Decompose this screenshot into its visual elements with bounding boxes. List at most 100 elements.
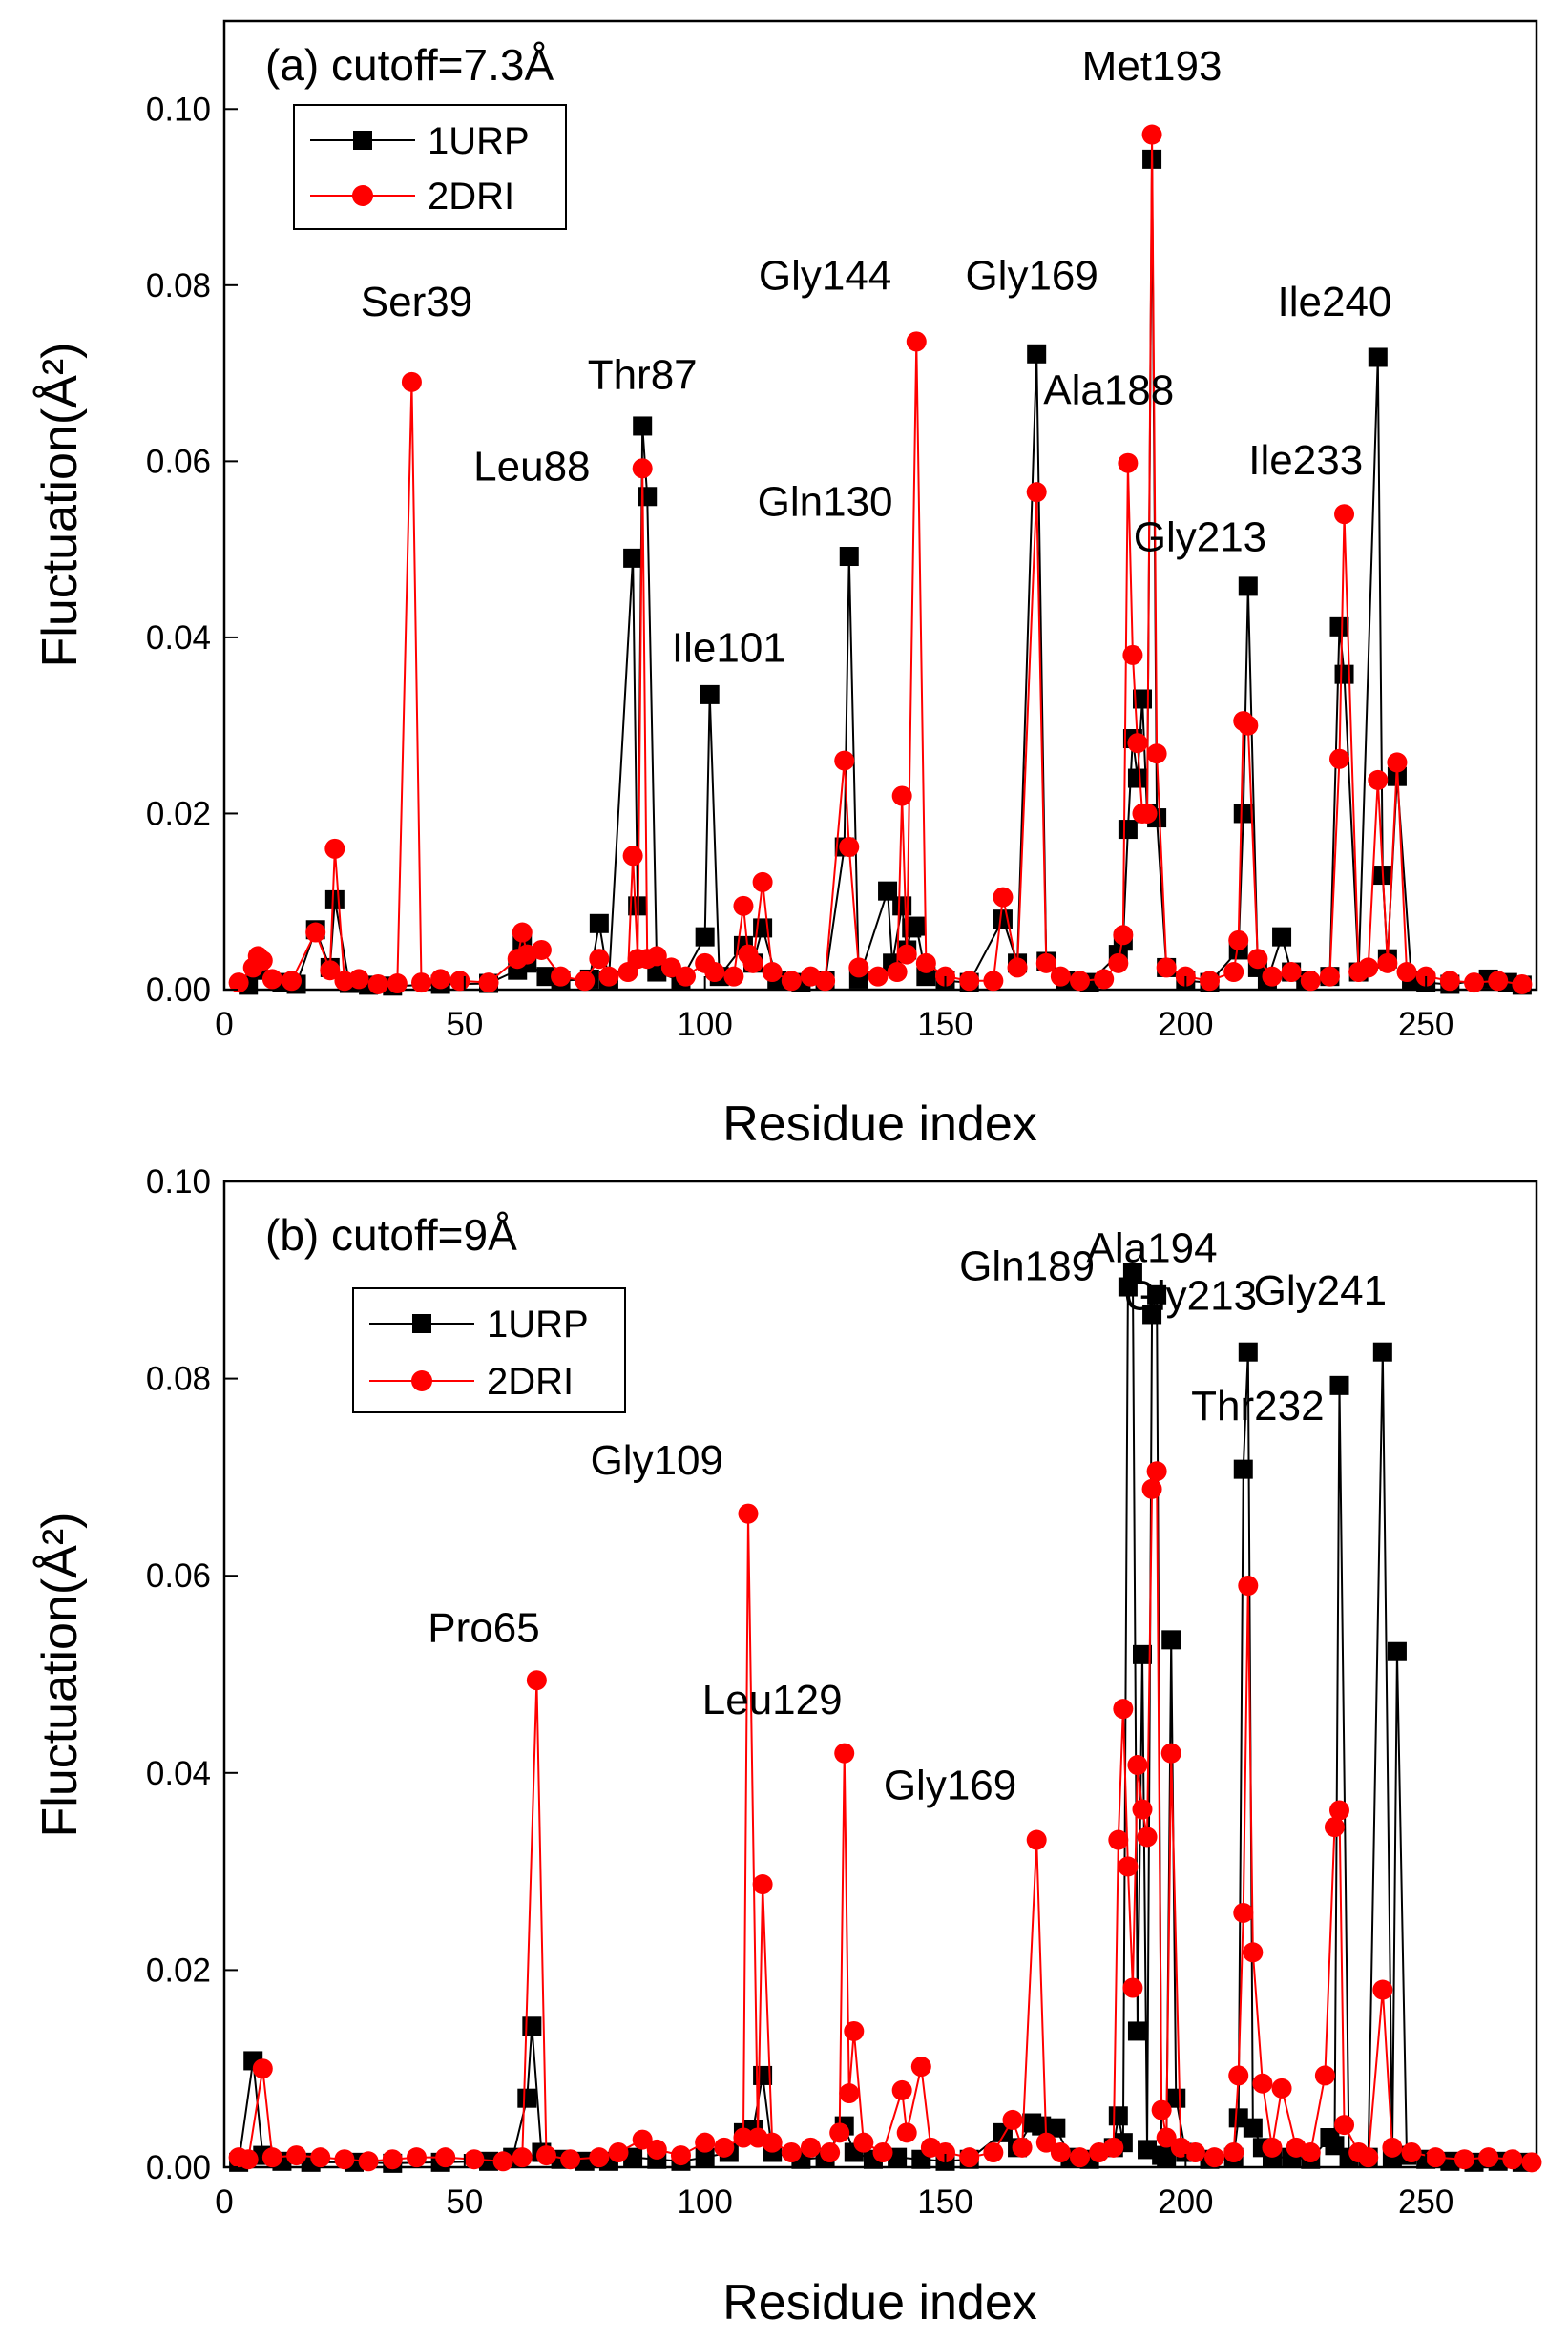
panel-a-x-tick-label: 150 bbox=[917, 1006, 972, 1043]
panel-b-point-1urp bbox=[1142, 1305, 1162, 1325]
panel-b-point-1urp bbox=[1127, 2021, 1147, 2041]
panel-a-point-1urp bbox=[1027, 344, 1047, 364]
panel-b-point-2dri bbox=[829, 2122, 850, 2143]
panel-a-point-2dri bbox=[589, 949, 610, 970]
panel-a-point-1urp bbox=[589, 913, 609, 933]
panel-b-y-axis-title: Fluctuation(Å²) bbox=[32, 1513, 88, 1838]
panel-a-point-1urp bbox=[839, 547, 859, 567]
panel-a-point-2dri bbox=[848, 957, 869, 978]
panel-a-legend-marker-2dri bbox=[352, 185, 373, 206]
panel-b-point-2dri bbox=[334, 2149, 355, 2170]
panel-b-point-2dri bbox=[872, 2142, 893, 2163]
panel-a-point-2dri bbox=[1334, 504, 1355, 525]
panel-a-point-1urp bbox=[1368, 347, 1388, 367]
panel-a-y-tick-label: 0.00 bbox=[146, 971, 211, 1009]
panel-b-point-2dri bbox=[1184, 2142, 1205, 2163]
panel-a-x-axis-title: Residue index bbox=[722, 1096, 1037, 1152]
panel-b-point-2dri bbox=[714, 2137, 735, 2158]
panel-a-point-2dri bbox=[676, 966, 697, 987]
panel-a-point-2dri bbox=[252, 950, 273, 971]
panel-a-point-2dri bbox=[1146, 743, 1167, 764]
panel-b-point-2dri bbox=[1223, 2142, 1244, 2163]
panel-a-point-2dri bbox=[324, 838, 345, 859]
panel-a-annotation-label: Gly144 bbox=[759, 252, 891, 299]
panel-b-point-2dri bbox=[1132, 1799, 1153, 1820]
panel-b-point-2dri bbox=[1108, 1829, 1129, 1850]
panel-a-point-2dri bbox=[868, 966, 889, 987]
panel-a-point-2dri bbox=[891, 785, 912, 806]
panel-a-point-2dri bbox=[1281, 962, 1302, 983]
panel-a-y-tick-label: 0.04 bbox=[146, 619, 211, 657]
panel-a-point-2dri bbox=[1007, 957, 1028, 978]
panel-a-point-2dri bbox=[1300, 971, 1321, 992]
panel-a-point-2dri bbox=[367, 973, 388, 994]
panel-a-point-1urp bbox=[536, 967, 556, 987]
panel-b-point-1urp bbox=[1372, 1342, 1392, 1362]
panel-b-point-2dri bbox=[983, 2142, 1004, 2163]
panel-a-title: (a) cutoff=7.3Å bbox=[265, 40, 554, 90]
panel-a-point-2dri bbox=[1262, 966, 1283, 987]
panel-b-point-2dri bbox=[1002, 2109, 1023, 2130]
panel-a-point-2dri bbox=[449, 971, 470, 992]
panel-b-point-2dri bbox=[959, 2147, 980, 2168]
panel-a-point-2dri bbox=[646, 946, 667, 967]
panel-a-x-tick-label: 200 bbox=[1158, 1006, 1213, 1043]
panel-b-point-1urp bbox=[1108, 2106, 1128, 2126]
panel-a-annotations-layer: Met193 Ser39 Gly144 Gly169 Ile240 Thr87 Ala188… bbox=[361, 43, 1392, 672]
panel-a-point-2dri bbox=[1328, 748, 1349, 769]
panel-b-point-2dri bbox=[1521, 2152, 1542, 2173]
panel-a-point-2dri bbox=[752, 871, 773, 892]
panel-b-point-2dri bbox=[853, 2132, 874, 2153]
panel-a-point-2dri bbox=[1050, 966, 1071, 987]
panel-b-point-2dri bbox=[733, 2127, 754, 2148]
panel-b-point-2dri bbox=[526, 1670, 547, 1691]
panel-a-point-2dri bbox=[1368, 769, 1389, 790]
panel-b: 0 50 100 150 200 2500.000.020.040.060.080.10 … bbox=[32, 1163, 1542, 2330]
panel-b-point-2dri bbox=[695, 2132, 716, 2153]
panel-a-point-2dri bbox=[305, 922, 326, 943]
panel-a-annotation-label: Ala188 bbox=[1043, 366, 1174, 413]
panel-a-point-2dri bbox=[531, 939, 552, 960]
panel-a-point-2dri bbox=[906, 331, 927, 352]
panel-a-point-1urp bbox=[1334, 664, 1354, 684]
panel-b-point-1urp bbox=[1228, 2108, 1248, 2128]
panel-a-point-2dri bbox=[915, 952, 936, 973]
panel-b-y-tick-label: 0.00 bbox=[146, 2149, 211, 2186]
panel-a-point-2dri bbox=[1137, 803, 1158, 824]
panel-a-point-2dri bbox=[1223, 962, 1244, 983]
panel-b-point-2dri bbox=[1146, 1461, 1167, 1482]
panel-b-x-tick-label: 250 bbox=[1398, 2183, 1453, 2221]
panel-b-point-2dri bbox=[464, 2149, 485, 2170]
panel-a-point-2dri bbox=[815, 971, 836, 992]
panel-a-y-tick-label: 0.06 bbox=[146, 443, 211, 480]
panel-a-legend-label-1urp: 1URP bbox=[428, 120, 530, 162]
panel-b-point-2dri bbox=[1300, 2142, 1321, 2163]
panel-a-point-2dri bbox=[430, 969, 451, 990]
panel-b-point-2dri bbox=[1401, 2142, 1422, 2163]
panel-a-x-tick-label: 100 bbox=[677, 1006, 732, 1043]
panel-b-point-2dri bbox=[1382, 2137, 1403, 2158]
panel-b-point-2dri bbox=[435, 2147, 456, 2168]
panel-b-point-2dri bbox=[839, 2083, 860, 2104]
panel-a-point-2dri bbox=[1122, 644, 1143, 665]
panel-a-point-2dri bbox=[632, 458, 653, 479]
panel-b-y-tick-label: 0.04 bbox=[146, 1755, 211, 1792]
panel-b-point-2dri bbox=[358, 2151, 379, 2172]
panel-a-point-1urp bbox=[638, 487, 658, 507]
panel-b-x-tick-label: 100 bbox=[677, 2183, 732, 2221]
panel-b-point-2dri bbox=[632, 2129, 653, 2150]
panel-a-point-2dri bbox=[261, 969, 282, 990]
panel-a-point-2dri bbox=[1113, 925, 1134, 946]
panel-b-point-2dri bbox=[535, 2145, 556, 2166]
panel-b-point-2dri bbox=[238, 2149, 259, 2170]
panel-a-point-2dri bbox=[1319, 966, 1340, 987]
panel-a-point-2dri bbox=[1070, 971, 1091, 992]
panel-a-annotation-label: Ile240 bbox=[1278, 279, 1392, 325]
panel-b-point-2dri bbox=[261, 2147, 282, 2168]
panel-a-point-2dri bbox=[1127, 733, 1148, 754]
panel-a-point-2dri bbox=[1035, 952, 1056, 973]
panel-a-point-2dri bbox=[733, 895, 754, 916]
panel-b-point-2dri bbox=[781, 2142, 802, 2163]
panel-b-point-1urp bbox=[517, 2088, 537, 2108]
panel-a-point-1urp bbox=[1329, 616, 1349, 637]
